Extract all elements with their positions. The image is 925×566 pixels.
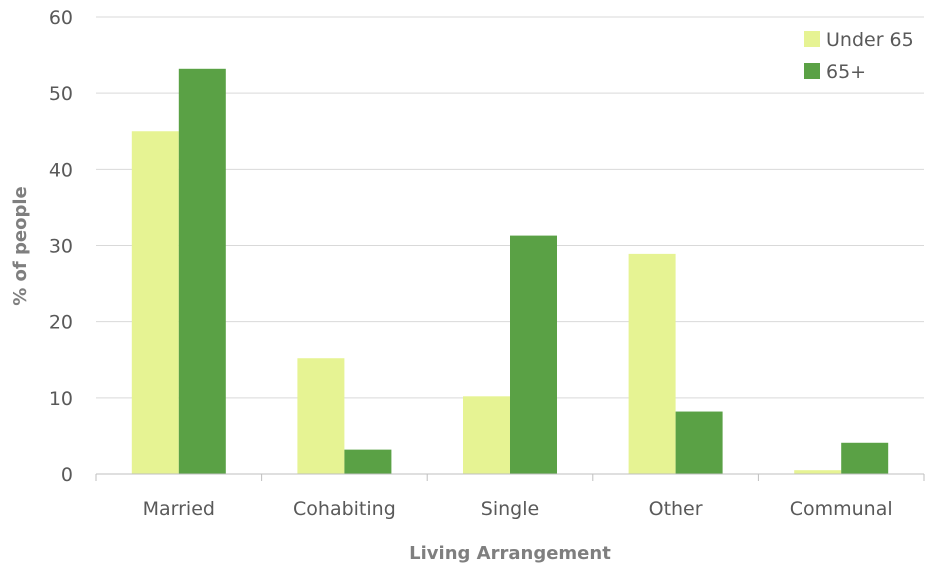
y-tick-label: 20 — [49, 312, 73, 334]
y-tick-label: 40 — [49, 159, 73, 181]
x-tick-label: Cohabiting — [293, 498, 396, 520]
legend: Under 65 65+ — [804, 29, 914, 83]
bar-cohabiting-under-65 — [297, 358, 344, 474]
y-tick-label: 60 — [49, 7, 73, 29]
y-tick-label: 50 — [49, 83, 73, 105]
x-axis — [96, 474, 924, 481]
y-tick-label: 10 — [49, 388, 73, 410]
bar-communal-65-plus — [841, 443, 888, 474]
bar-single-65-plus — [510, 236, 557, 474]
x-tick-label: Communal — [790, 498, 893, 520]
bar-other-under-65 — [629, 254, 676, 474]
y-axis-title: % of people — [10, 186, 31, 306]
y-tick-label: 0 — [61, 464, 73, 486]
x-tick-label: Married — [143, 498, 215, 520]
legend-swatch-65-plus — [804, 63, 820, 79]
bar-married-under-65 — [132, 131, 179, 474]
bar-other-65-plus — [676, 412, 723, 474]
bar-communal-under-65 — [794, 470, 841, 474]
x-tick-label: Single — [481, 498, 539, 520]
bar-single-under-65 — [463, 396, 510, 474]
bar-married-65-plus — [179, 69, 226, 474]
x-tick-label: Other — [649, 498, 703, 520]
legend-label-65-plus: 65+ — [826, 61, 866, 83]
x-tick-labels: Married Cohabiting Single Other Communal — [143, 498, 893, 520]
bars — [132, 69, 888, 474]
bar-cohabiting-65-plus — [344, 450, 391, 474]
legend-swatch-under-65 — [804, 31, 820, 47]
legend-label-under-65: Under 65 — [826, 29, 914, 51]
y-tick-labels: 0 10 20 30 40 50 60 — [49, 7, 73, 486]
x-axis-title: Living Arrangement — [409, 543, 611, 564]
y-tick-label: 30 — [49, 236, 73, 258]
